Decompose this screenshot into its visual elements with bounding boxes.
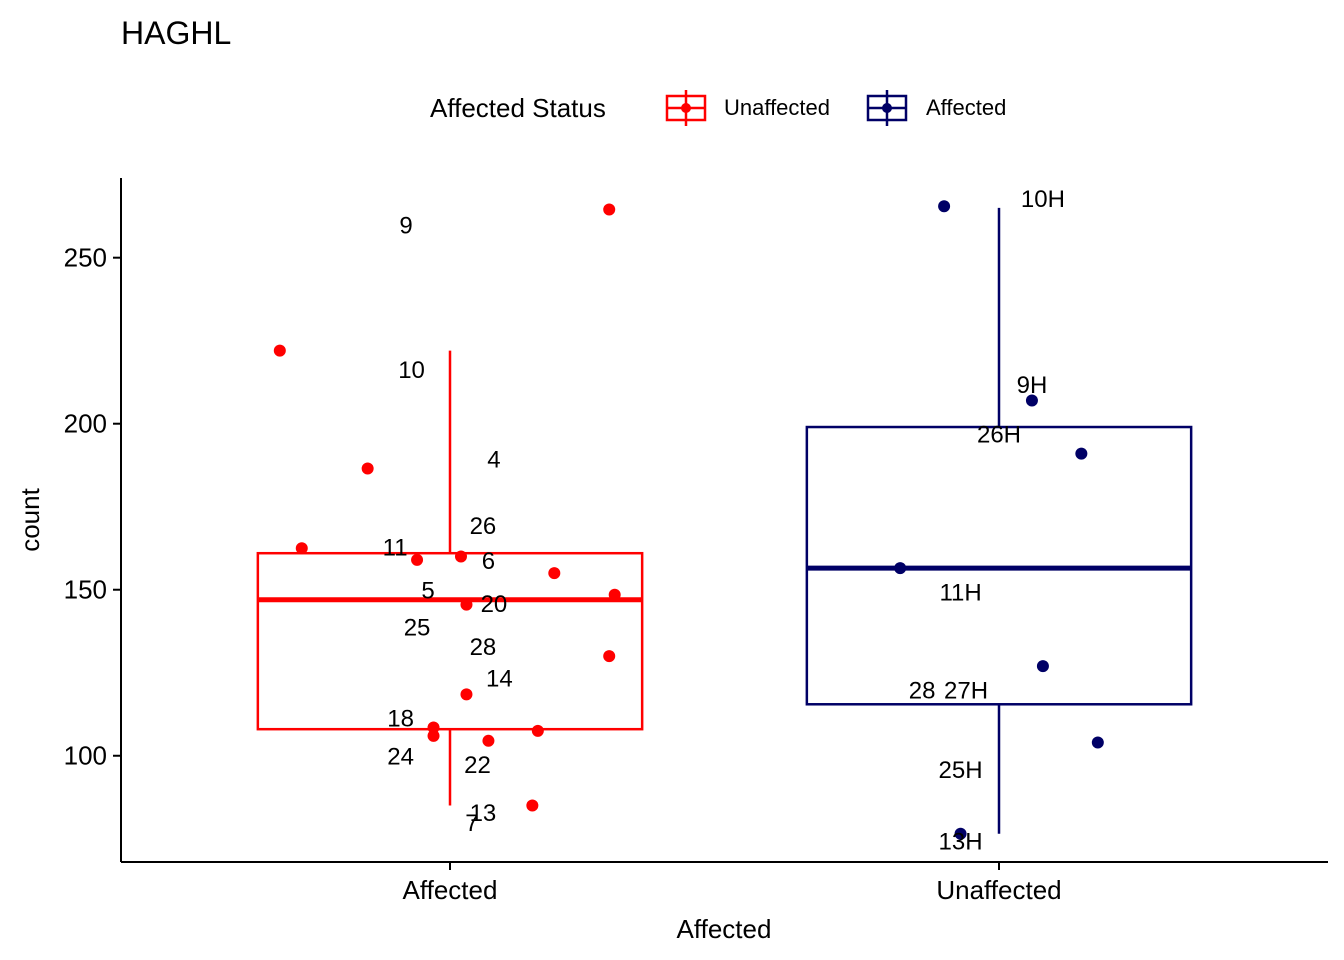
data-point (548, 567, 561, 580)
point-label: 6 (482, 548, 495, 575)
point-label: 11 (383, 535, 408, 562)
axis-ticks: 100 150 200 250 Affected Unaffected (64, 243, 1062, 905)
legend-key-affected (866, 90, 908, 126)
data-point (603, 203, 616, 216)
plot-area: 9 10 4 26 11 6 20 14 18 24 22 10H 9H 26H 11H 27H 13H 5 25 2… (256, 186, 1193, 855)
y-axis-title: count (15, 487, 45, 551)
data-point (361, 462, 374, 475)
point-label: 18 (387, 706, 414, 733)
box-unaffected (805, 207, 1193, 834)
data-point (608, 588, 621, 601)
data-point (1025, 394, 1038, 407)
data-point (411, 553, 424, 566)
point-label: 26H (977, 422, 1021, 449)
data-point (603, 650, 616, 663)
data-point (954, 827, 967, 840)
point-label: 9H (1017, 372, 1048, 399)
point-label: 24 (387, 744, 414, 771)
legend-label-unaffected: Unaffected (724, 95, 830, 120)
y-tick-label: 250 (64, 243, 107, 273)
point-label: 25H (939, 757, 983, 784)
y-tick-label: 200 (64, 409, 107, 439)
point-label: 14 (486, 666, 513, 693)
point-label: 7 (465, 810, 478, 837)
data-point (938, 200, 951, 213)
point-label: 4 (487, 447, 500, 474)
point-label: 10 (398, 357, 425, 384)
x-axis-title: Affected (677, 914, 772, 944)
data-point (482, 734, 495, 747)
legend-title: Affected Status (430, 93, 606, 123)
point-label: 25 (404, 614, 431, 641)
legend: Affected Status Unaffected Affected (430, 90, 1006, 126)
y-tick-label: 100 (64, 741, 107, 771)
box-affected (256, 350, 644, 806)
data-point (454, 550, 467, 563)
chart-title: HAGHL (121, 15, 231, 51)
y-tick-label: 150 (64, 575, 107, 605)
data-point (531, 724, 544, 737)
legend-label-affected: Affected (926, 95, 1006, 120)
x-tick-label: Unaffected (936, 875, 1061, 905)
data-point (427, 721, 440, 734)
point-label: 5 (421, 578, 434, 605)
data-point (1075, 447, 1088, 460)
point-label: 13 (470, 800, 497, 827)
point-label: 13H (939, 828, 983, 855)
point-label: 27H (944, 677, 988, 704)
data-point (295, 542, 308, 555)
legend-key-unaffected (665, 90, 707, 126)
point-label: 26 (470, 513, 497, 540)
data-point (427, 729, 440, 742)
data-point (894, 562, 907, 575)
box-iqr (256, 551, 644, 731)
data-point (1036, 660, 1049, 673)
point-label: 11H (939, 579, 981, 606)
data-point (460, 688, 473, 701)
point-label: 10H (1021, 186, 1065, 213)
data-point (273, 344, 286, 357)
point-label: 20 (481, 591, 508, 618)
data-point (460, 598, 473, 611)
point-label: 9 (399, 212, 412, 239)
data-point (526, 799, 539, 812)
x-tick-label: Affected (403, 875, 498, 905)
point-label: 22 (464, 752, 491, 779)
data-point (1091, 736, 1104, 749)
point-label: 28 (909, 677, 936, 704)
point-label: 28 (470, 634, 497, 661)
